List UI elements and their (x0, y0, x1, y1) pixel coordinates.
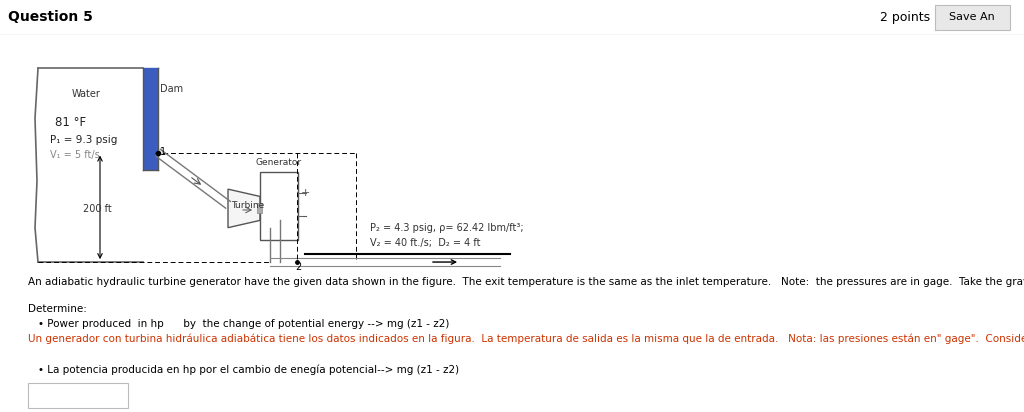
Text: 2: 2 (295, 262, 301, 272)
Text: • La potencia producida en hp por el cambio de enegía potencial--> mg (z1 - z2): • La potencia producida en hp por el cam… (38, 364, 459, 375)
Text: An adiabatic hydraulic turbine generator have the given data shown in the figure: An adiabatic hydraulic turbine generator… (28, 276, 1024, 287)
Bar (260, 173, 298, 240)
Text: Generator: Generator (256, 158, 302, 167)
Text: Turbine: Turbine (231, 201, 264, 210)
Polygon shape (228, 189, 260, 228)
Text: 1: 1 (160, 147, 166, 157)
Text: Determine:: Determine: (28, 304, 87, 314)
Bar (257, 203, 262, 213)
Text: V₂ = 40 ft./s;  D₂ = 4 ft: V₂ = 40 ft./s; D₂ = 4 ft (370, 239, 480, 248)
Text: V₁ = 5 ft/s: V₁ = 5 ft/s (50, 150, 99, 159)
Text: P₁ = 9.3 psig: P₁ = 9.3 psig (50, 135, 118, 145)
Text: –: – (301, 211, 306, 222)
Bar (143, 68, 158, 171)
Text: 81 °F: 81 °F (55, 116, 86, 129)
Bar (935, 5, 1010, 30)
Text: 200 ft: 200 ft (83, 204, 112, 214)
Text: Question 5: Question 5 (8, 10, 93, 24)
Text: Save An: Save An (949, 12, 995, 22)
Text: Water: Water (72, 89, 101, 99)
Text: Un generador con turbina hidráulica adiabática tiene los datos indicados en la f: Un generador con turbina hidráulica adia… (28, 334, 1024, 344)
Text: +: + (301, 188, 310, 198)
Text: • Power produced  in hp      by  the change of potential energy --> mg (z1 - z2): • Power produced in hp by the change of … (38, 319, 450, 329)
Text: P₂ = 4.3 psig, ρ= 62.42 lbm/ft³;: P₂ = 4.3 psig, ρ= 62.42 lbm/ft³; (370, 223, 523, 233)
Bar (28, 383, 128, 408)
Text: 2 points: 2 points (880, 11, 930, 23)
Text: Dam: Dam (160, 84, 183, 94)
